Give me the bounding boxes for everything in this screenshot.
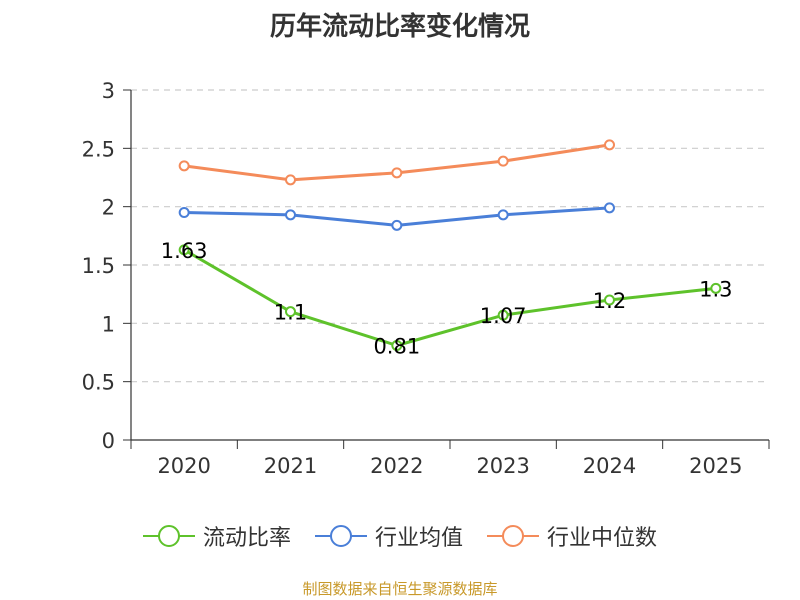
data-point [604,202,615,214]
y-tick-label: 2 [102,196,115,220]
data-point [497,155,509,167]
y-tick-label: 3 [102,79,115,103]
y-tick-label: 2.5 [82,137,115,161]
legend-label: 行业均值 [374,526,463,551]
x-tick-label: 2022 [370,454,423,478]
data-point [178,160,190,172]
legend-marker-icon [142,525,195,547]
legend-item-current-ratio[interactable]: 流动比率 [142,520,291,552]
data-label: 1.07 [480,304,527,328]
data-point [391,167,403,179]
y-tick-label: 0 [102,429,115,453]
legend-item-industry-mean[interactable]: 行业均值 [314,520,463,552]
legend-item-industry-median[interactable]: 行业中位数 [487,520,657,552]
data-point [285,174,296,186]
data-point [497,309,509,321]
series-line [183,248,716,347]
x-tick-label: 2025 [689,454,742,478]
chart-title: 历年流动比率变化情况 [269,12,530,42]
data-label: 1.3 [699,277,732,301]
data-point [710,282,722,294]
data-label: 1.2 [593,289,626,313]
data-label: 1.63 [161,239,208,263]
legend: 流动比率 行业均值 行业中位数 [0,520,800,552]
x-tick-label: 2020 [157,454,210,478]
legend-marker-icon [487,525,539,547]
data-source-note: 制图数据来自恒生聚源数据库 [302,580,498,598]
data-point [497,209,509,221]
data-label: 1.1 [274,301,307,325]
data-point [178,207,190,218]
data-point [604,139,615,151]
legend-marker-icon [314,525,367,547]
x-tick-label: 2023 [476,454,529,478]
y-tick-label: 1.5 [82,254,115,278]
y-tick-label: 0.5 [82,371,115,395]
data-point [391,219,403,231]
x-tick-label: 2021 [264,454,317,478]
data-label: 0.81 [373,335,420,359]
data-point [285,306,296,318]
data-point [285,209,296,221]
data-point [178,244,190,256]
x-tick-label: 2024 [583,454,636,478]
data-point [604,294,615,306]
data-point [391,340,403,351]
legend-label: 流动比率 [202,526,291,551]
legend-label: 行业中位数 [547,526,658,551]
y-tick-label: 1 [102,312,115,336]
